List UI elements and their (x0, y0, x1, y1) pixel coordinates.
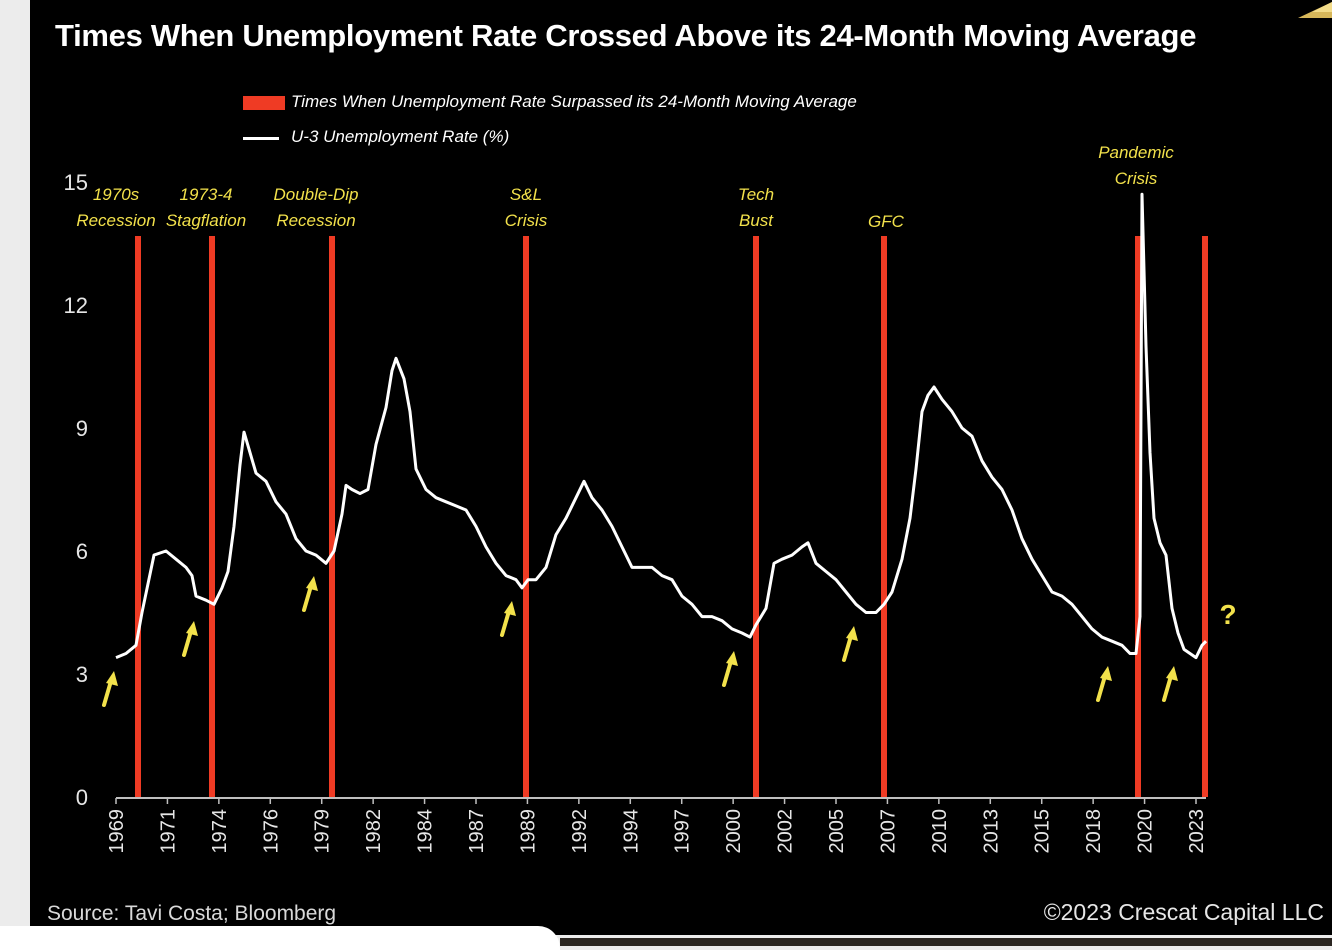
event-label-1-line-0: 1973-4 (180, 185, 233, 204)
event-label-0-line-0: 1970s (93, 185, 140, 204)
event-label-5-line-0: GFC (868, 212, 905, 231)
event-label-1-line-1: Stagflation (166, 211, 246, 230)
x-tick-label-1969: 1969 (106, 809, 128, 854)
arrow-shaft-2 (302, 584, 313, 612)
arrow-head-3 (504, 601, 516, 616)
arrow-head-2 (306, 576, 318, 591)
arrow-head-0 (106, 671, 118, 686)
source-note: Source: Tavi Costa; Bloomberg (47, 902, 337, 925)
y-tick-label-6: 6 (76, 539, 88, 564)
y-tick-label-0: 0 (76, 785, 88, 810)
arrow-head-6 (1100, 666, 1112, 681)
x-tick-label-1992: 1992 (569, 809, 591, 854)
x-tick-label-1979: 1979 (312, 809, 334, 854)
x-tick-label-1989: 1989 (517, 809, 539, 854)
legend-line-swatch (243, 137, 279, 140)
arrow-shaft-4 (722, 659, 733, 687)
legend-label-unemployment: U-3 Unemployment Rate (%) (291, 127, 510, 146)
legend-bar-swatch (243, 96, 285, 110)
x-tick-label-2010: 2010 (929, 809, 951, 854)
event-label-6-line-0: Pandemic (1098, 143, 1174, 162)
y-tick-label-9: 9 (76, 416, 88, 441)
x-tick-label-1974: 1974 (209, 809, 231, 854)
overlay-panel (0, 926, 560, 950)
x-tick-label-1997: 1997 (672, 809, 694, 854)
x-tick-label-2007: 2007 (877, 809, 899, 854)
x-tick-label-2000: 2000 (723, 809, 745, 854)
arrow-shaft-1 (182, 629, 193, 657)
overlay-strip (560, 938, 1332, 946)
y-tick-label-3: 3 (76, 662, 88, 687)
event-label-3-line-1: Crisis (505, 211, 548, 230)
arrow-head-5 (846, 626, 858, 641)
event-label-4-line-0: Tech (738, 185, 774, 204)
x-tick-label-2005: 2005 (826, 809, 848, 854)
arrow-shaft-3 (500, 609, 511, 637)
x-tick-label-1987: 1987 (466, 809, 488, 854)
arrow-head-1 (186, 621, 198, 636)
crossing-bar-7 (1202, 236, 1208, 797)
x-tick-label-1994: 1994 (620, 809, 642, 854)
x-tick-label-2015: 2015 (1032, 809, 1054, 854)
chart-title: Times When Unemployment Rate Crossed Abo… (55, 18, 1197, 53)
arrow-head-7 (1166, 666, 1178, 681)
chart-slide (30, 0, 1332, 935)
y-tick-label-12: 12 (64, 293, 88, 318)
legend-label-crossing: Times When Unemployment Rate Surpassed i… (291, 92, 857, 111)
x-tick-label-1976: 1976 (260, 809, 282, 854)
x-tick-label-2018: 2018 (1083, 809, 1105, 854)
x-tick-label-1984: 1984 (415, 809, 437, 854)
y-tick-label-15: 15 (64, 170, 88, 195)
event-label-2-line-0: Double-Dip (273, 185, 358, 204)
crossing-bar-0 (135, 236, 141, 797)
x-tick-label-2023: 2023 (1186, 809, 1208, 854)
x-tick-label-2002: 2002 (775, 809, 797, 854)
event-label-6-line-1: Crisis (1115, 169, 1158, 188)
event-label-2-line-1: Recession (276, 211, 355, 230)
x-tick-label-1971: 1971 (157, 809, 179, 854)
event-label-0-line-1: Recession (76, 211, 155, 230)
event-label-4-line-1: Bust (739, 211, 774, 230)
arrow-shaft-6 (1096, 674, 1107, 702)
x-tick-label-1982: 1982 (363, 809, 385, 854)
arrow-shaft-5 (842, 634, 853, 662)
question-mark: ? (1219, 599, 1236, 630)
copyright-note: ©2023 Crescat Capital LLC (1043, 899, 1324, 925)
arrow-shaft-7 (1162, 674, 1173, 702)
crossing-bar-3 (523, 236, 529, 797)
crossing-bar-4 (753, 236, 759, 797)
x-tick-label-2013: 2013 (980, 809, 1002, 854)
crossing-bar-1 (209, 236, 215, 797)
unemployment-line (115, 192, 1208, 660)
logo-mark-icon (1298, 2, 1332, 18)
event-label-3-line-0: S&L (510, 185, 542, 204)
arrow-shaft-0 (102, 679, 113, 707)
x-tick-label-2020: 2020 (1135, 809, 1157, 854)
crossing-bar-2 (329, 236, 335, 797)
crossing-bar-5 (881, 236, 887, 797)
crossing-bar-6 (1135, 236, 1141, 797)
arrow-head-4 (726, 651, 738, 666)
